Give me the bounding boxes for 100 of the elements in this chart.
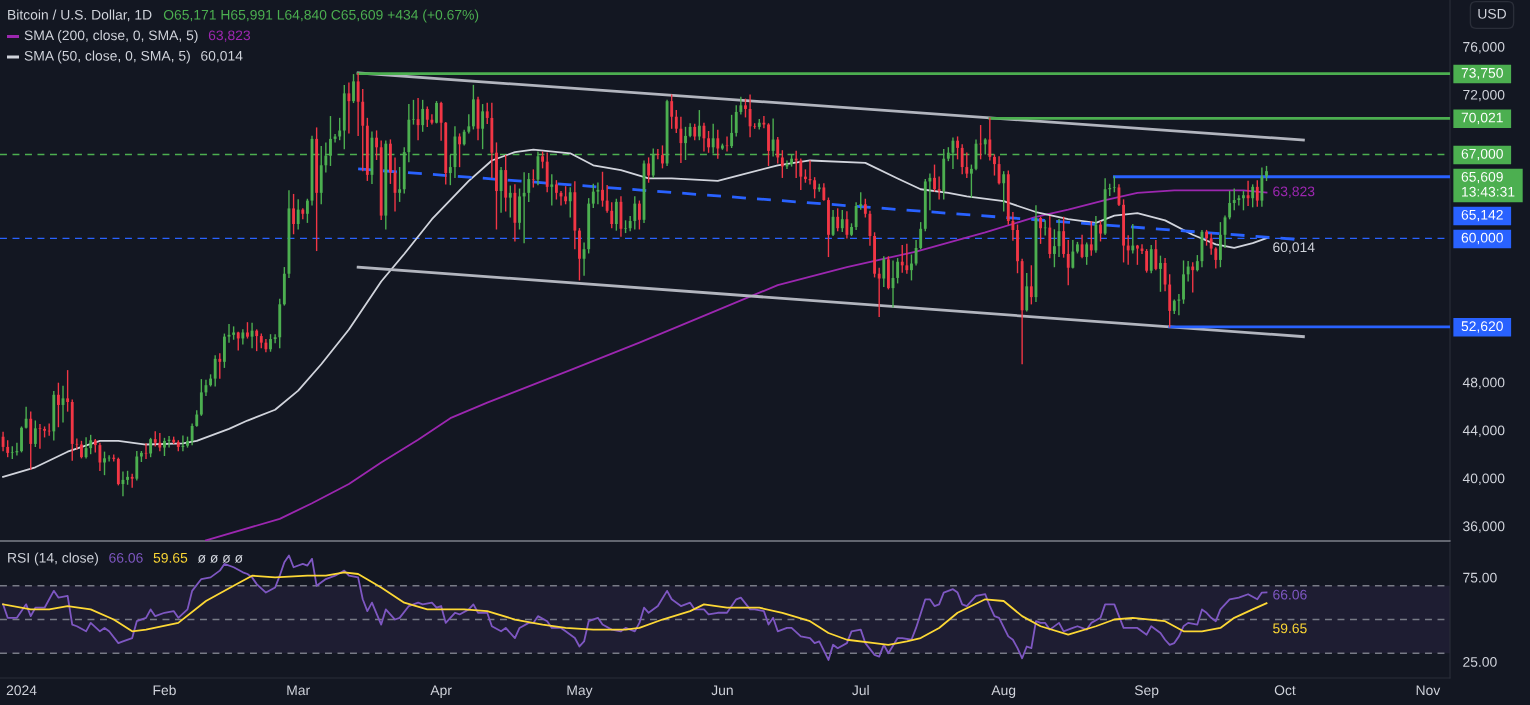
candlestick — [1080, 234, 1084, 259]
candlestick — [167, 436, 171, 448]
candlestick — [430, 114, 434, 125]
candlestick — [103, 451, 106, 476]
candlestick — [730, 114, 734, 148]
candlestick — [882, 256, 886, 288]
candlestick — [1255, 180, 1259, 207]
candlestick — [969, 164, 973, 198]
candlestick — [965, 152, 969, 178]
candlestick — [776, 137, 780, 164]
candlestick — [1002, 171, 1006, 212]
data-label: 65,142 — [1461, 209, 1503, 222]
x-tick-label: Jun — [711, 685, 733, 696]
candlestick — [1237, 195, 1241, 206]
candlestick — [661, 145, 664, 169]
y-tick-label: 44,000 — [1462, 425, 1505, 437]
candlestick — [591, 183, 595, 208]
candlestick — [886, 256, 890, 290]
y-tick-label: 36,000 — [1463, 521, 1505, 533]
candlestick — [679, 116, 683, 163]
candlestick — [1135, 244, 1139, 265]
candlestick — [614, 198, 618, 231]
candlestick — [1205, 229, 1208, 246]
candlestick — [209, 374, 212, 387]
candlestick — [1191, 262, 1195, 293]
candlestick — [1186, 261, 1190, 282]
candlestick — [255, 329, 259, 352]
candlestick — [919, 222, 923, 250]
candlestick — [656, 148, 660, 160]
candlestick — [135, 451, 139, 481]
candlestick — [836, 208, 840, 232]
candlestick — [98, 442, 102, 471]
candlestick — [624, 220, 627, 234]
candlestick — [578, 228, 581, 281]
data-label: 70,021 — [1461, 112, 1503, 125]
ref-line-label: 60,000 — [1461, 232, 1503, 245]
text: RSI (14, close) — [8, 552, 98, 566]
candlestick — [674, 110, 678, 134]
candlestick — [877, 267, 881, 317]
candlestick — [956, 136, 959, 160]
y-axis-title: USD — [1478, 8, 1506, 19]
candlestick — [439, 101, 443, 141]
candlestick — [633, 196, 637, 230]
candlestick — [873, 232, 876, 278]
candlestick — [610, 202, 614, 229]
candlestick — [416, 98, 420, 141]
candlestick — [840, 210, 844, 232]
candlestick — [1182, 260, 1185, 304]
candlestick — [697, 110, 701, 141]
candlestick — [388, 139, 392, 184]
candlestick — [601, 171, 604, 207]
text: 59.65 — [153, 552, 188, 563]
candlestick — [997, 156, 1001, 185]
candlestick — [1149, 244, 1153, 274]
candlestick — [960, 144, 964, 175]
candlestick — [1242, 190, 1245, 211]
text: 65,609 13:43:31 — [1461, 171, 1515, 197]
candlestick — [744, 98, 747, 118]
candlestick — [550, 174, 554, 206]
legend-label: SMA (200, close, 0, SMA, 5) — [24, 30, 198, 43]
candlestick — [896, 258, 900, 284]
candlestick — [24, 406, 28, 429]
candlestick — [375, 130, 378, 160]
y-tick-label: 76,000 — [1463, 41, 1505, 54]
candlestick — [739, 96, 743, 115]
text: Bitcoin / U.S. Dollar, 1D — [8, 9, 152, 22]
candlestick — [75, 438, 79, 450]
candlestick — [780, 150, 784, 178]
candlestick — [1029, 265, 1033, 305]
x-tick-label: Oct — [1274, 685, 1296, 696]
text: O65,171 H65,991 L64,840 C65,609 +434 (+0.67%) — [163, 9, 479, 23]
candlestick — [38, 424, 42, 449]
y-tick-label: 75.00 — [1463, 572, 1497, 583]
candlestick — [246, 322, 249, 339]
candlestick — [481, 104, 485, 150]
candlestick — [1076, 241, 1079, 254]
y-tick-label: 72,000 — [1463, 89, 1505, 102]
candlestick — [554, 180, 558, 200]
candlestick — [139, 451, 143, 462]
candlestick — [352, 74, 355, 104]
candlestick — [84, 437, 88, 459]
candlestick — [527, 172, 531, 202]
x-tick-label: 2024 — [6, 685, 37, 696]
data-label: 59.65 — [1273, 623, 1307, 634]
data-label: 66.06 — [1273, 589, 1307, 600]
candlestick — [1154, 240, 1158, 271]
candlestick — [670, 94, 674, 129]
candlestick — [720, 143, 724, 150]
candlestick — [716, 129, 720, 159]
candlestick — [1039, 216, 1042, 244]
candlestick — [43, 426, 46, 438]
annotation: ø ø ø ø — [197, 555, 243, 563]
candlestick — [568, 187, 572, 218]
line-series — [2, 571, 1268, 646]
candlestick — [66, 370, 70, 412]
data-label: 52,620 — [1461, 321, 1503, 333]
candlestick — [347, 82, 351, 134]
candlestick — [499, 166, 503, 213]
candlestick — [647, 157, 651, 183]
candlestick — [637, 200, 641, 230]
